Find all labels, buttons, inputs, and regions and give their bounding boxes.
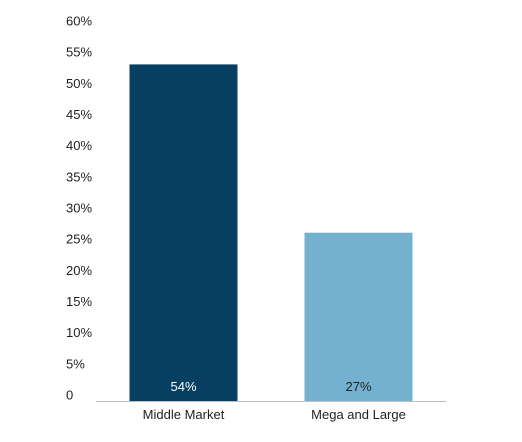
y-tick-label: 35% (66, 169, 92, 184)
bar-data-label: 27% (345, 379, 371, 394)
y-tick-label: 25% (66, 232, 92, 247)
y-tick-label: 10% (66, 325, 92, 340)
bar-data-labels: 54% 27% (170, 379, 371, 394)
x-axis-category-labels: Middle Market Mega and Large (143, 407, 406, 422)
bar (129, 64, 238, 402)
y-tick-label: 55% (66, 45, 92, 60)
y-axis-tick-labels: 0 5% 10% 15% 20% 25% 30% 35% 40% 45% 50% 55% 60% (66, 13, 92, 402)
bar-data-label: 54% (170, 379, 196, 394)
y-tick-label: 60% (66, 13, 92, 28)
y-tick-label: 20% (66, 263, 92, 278)
y-tick-label: 50% (66, 76, 92, 91)
y-tick-label: 45% (66, 107, 92, 122)
y-tick-label: 30% (66, 200, 92, 215)
y-tick-label: 5% (66, 356, 85, 371)
bars-group (129, 64, 413, 402)
y-tick-label: 40% (66, 138, 92, 153)
x-category-label: Mega and Large (311, 407, 406, 422)
y-tick-label: 15% (66, 294, 92, 309)
y-tick-label: 0 (66, 387, 73, 402)
x-category-label: Middle Market (143, 407, 225, 422)
bar (304, 232, 413, 401)
